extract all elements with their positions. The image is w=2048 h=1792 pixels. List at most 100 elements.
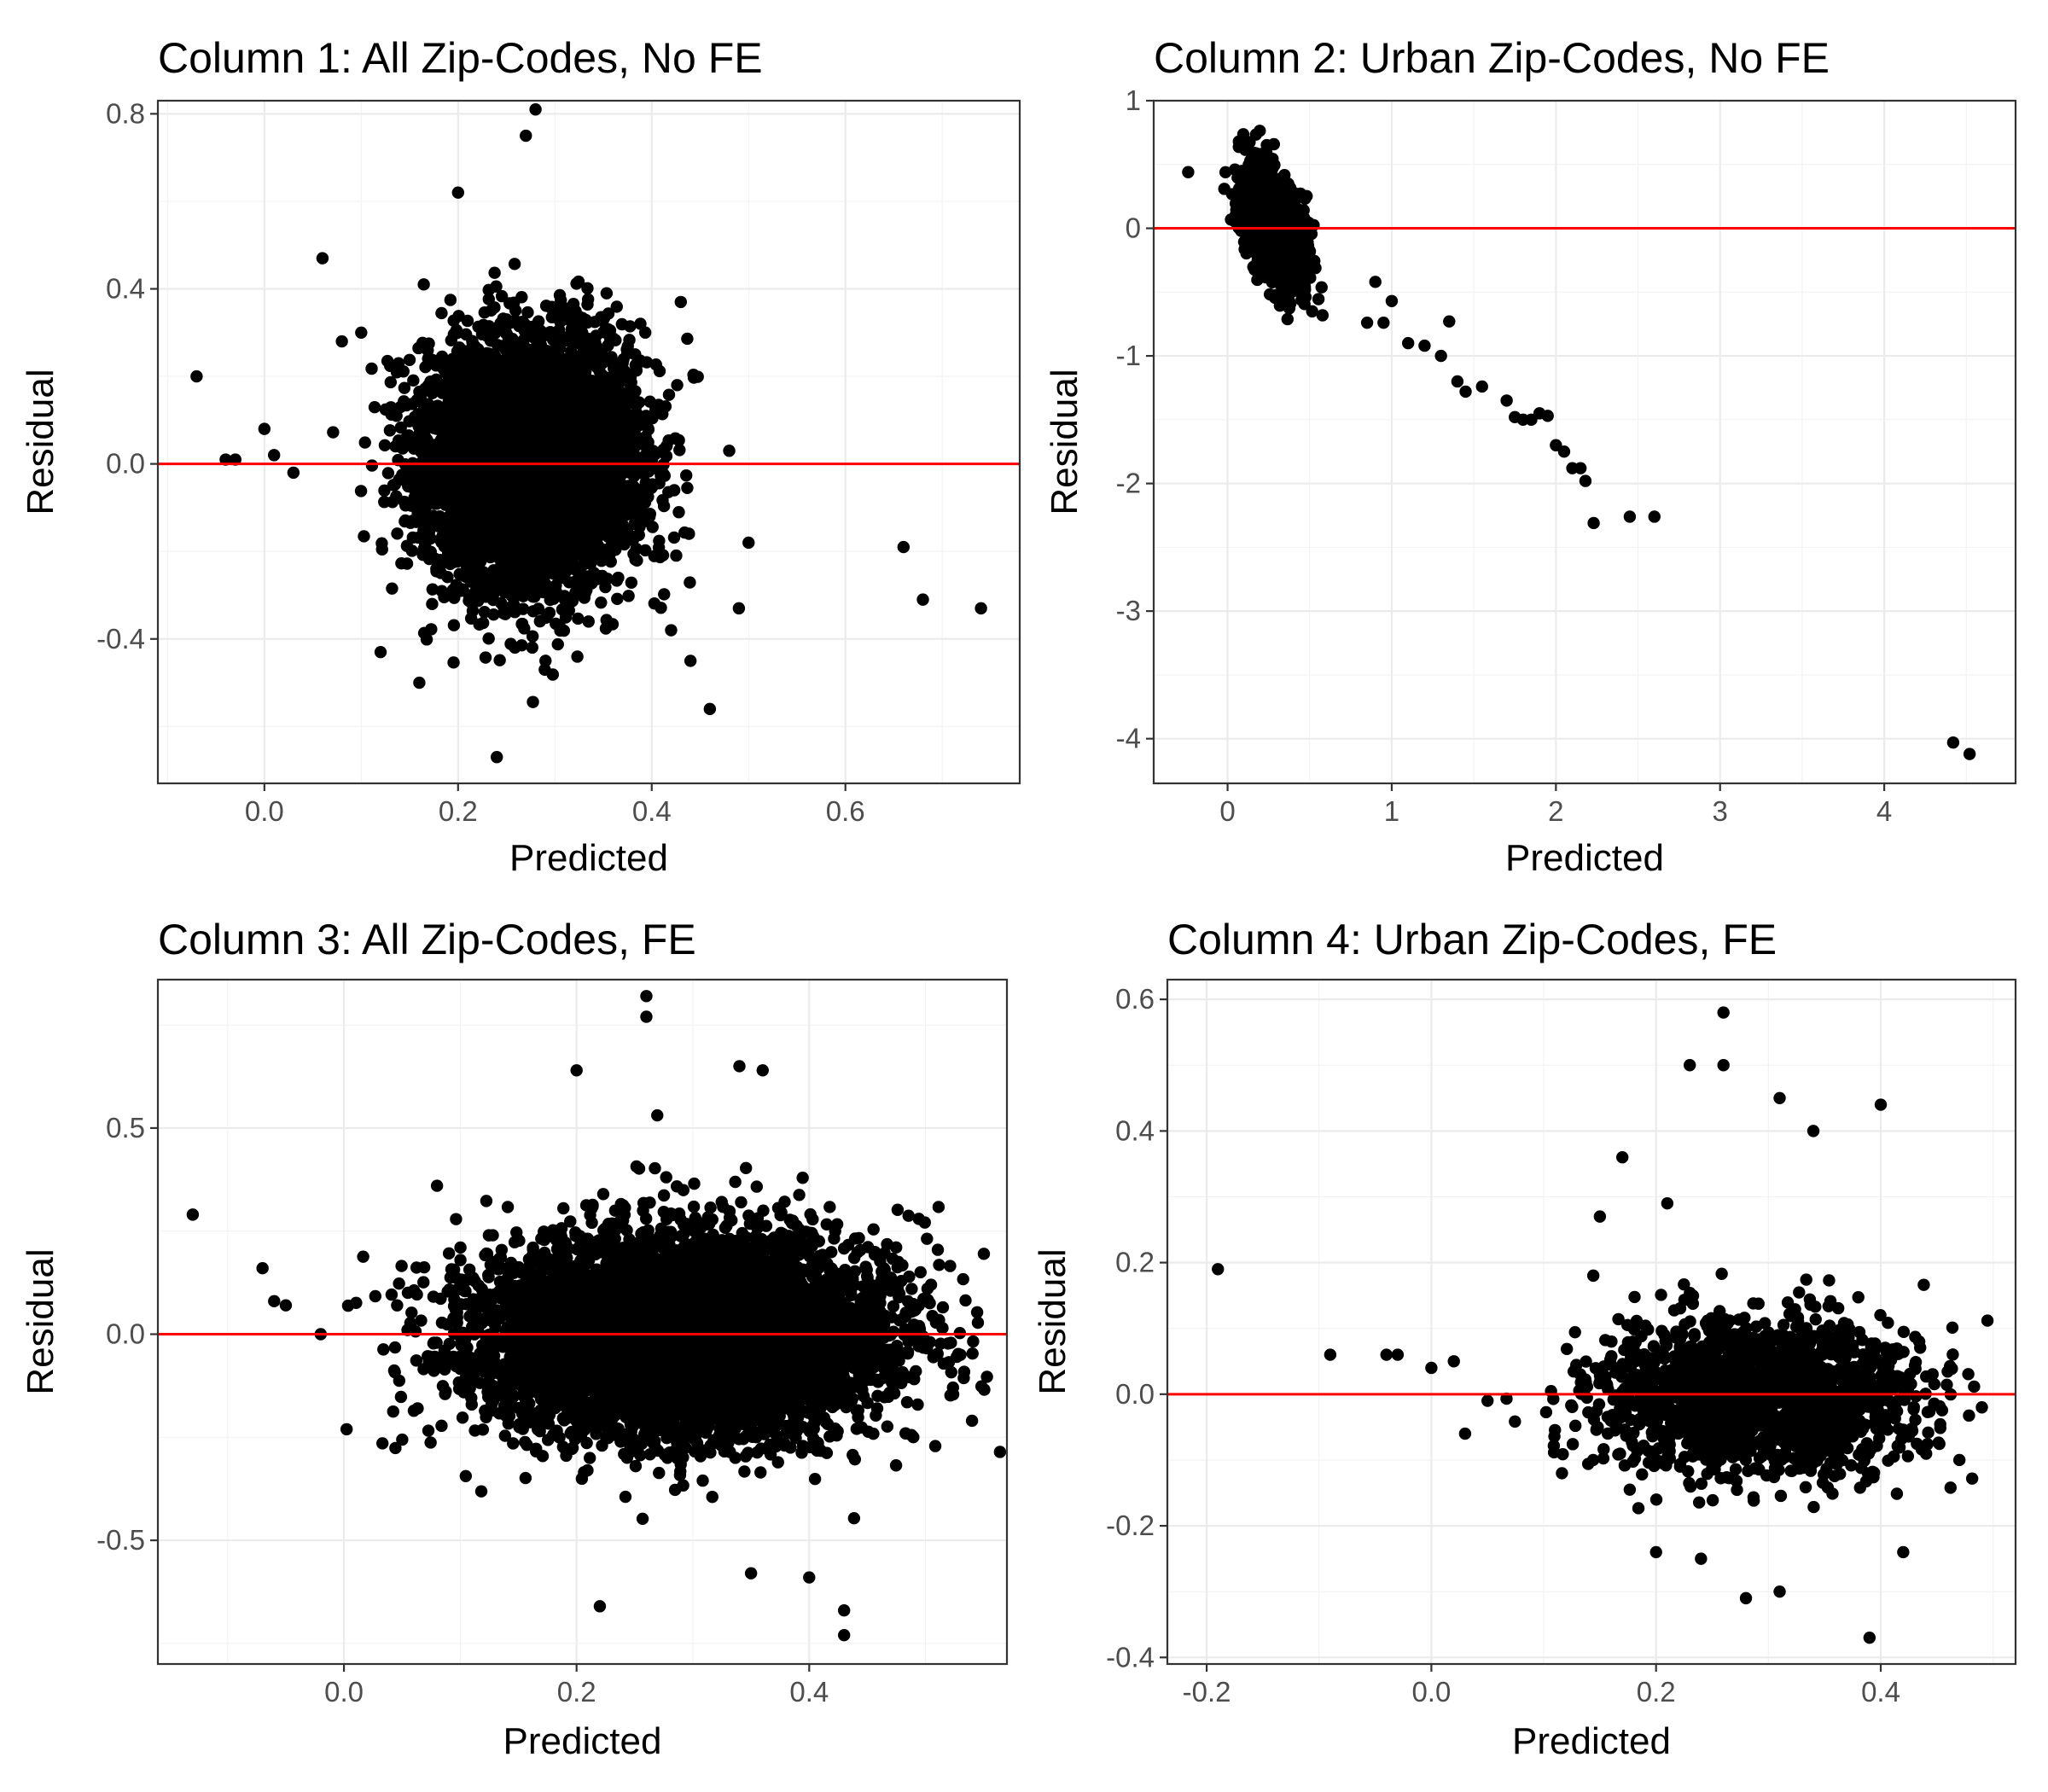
data-point: [681, 481, 694, 494]
data-point: [551, 514, 564, 527]
data-point: [585, 577, 598, 590]
data-point: [557, 624, 571, 637]
data-point: [550, 558, 564, 571]
data-point: [549, 381, 561, 395]
data-point: [436, 382, 450, 396]
data-point: [517, 590, 530, 602]
data-point: [683, 527, 695, 540]
data-point: [412, 341, 425, 355]
data-point: [383, 424, 397, 437]
data-point: [614, 480, 626, 493]
data-point: [467, 544, 480, 556]
data-point: [403, 353, 416, 366]
data-point: [679, 468, 693, 482]
data-point: [417, 278, 430, 291]
data-point: [658, 588, 671, 601]
data-point: [327, 426, 340, 439]
data-point: [672, 506, 685, 519]
data-point: [368, 401, 381, 414]
data-point: [522, 327, 535, 340]
data-point: [447, 619, 461, 631]
data-point: [502, 335, 515, 347]
data-point: [581, 282, 594, 295]
data-point: [416, 398, 429, 410]
data-point: [365, 362, 378, 375]
data-point: [525, 556, 538, 570]
data-point: [508, 258, 521, 271]
data-point: [428, 442, 441, 455]
data-point: [452, 310, 465, 323]
data-point: [442, 439, 455, 451]
data-point: [490, 567, 503, 579]
data-point: [533, 342, 546, 355]
data-point: [575, 575, 588, 589]
data-point: [546, 668, 560, 681]
data-point: [398, 495, 411, 509]
data-point: [581, 293, 595, 306]
data-point: [378, 484, 391, 497]
data-point: [461, 514, 474, 527]
data-point: [607, 332, 620, 345]
data-point: [627, 480, 640, 493]
data-point: [422, 337, 435, 350]
data-point: [646, 521, 659, 533]
data-point: [358, 436, 371, 449]
data-point: [646, 411, 659, 425]
data-point: [507, 597, 521, 611]
data-point: [384, 375, 398, 389]
data-point: [517, 340, 530, 354]
data-point: [435, 306, 448, 320]
data-point: [579, 587, 591, 600]
data-point: [389, 439, 402, 453]
data-point: [570, 277, 583, 290]
data-point: [570, 333, 583, 346]
data-point: [625, 576, 638, 589]
data-point: [653, 364, 666, 378]
data-point: [488, 327, 502, 340]
data-point: [438, 364, 451, 377]
data-point: [515, 383, 528, 396]
data-point: [597, 326, 610, 339]
data-point: [515, 291, 528, 304]
data-point: [539, 655, 552, 667]
data-point: [582, 615, 595, 628]
data-point: [407, 374, 420, 387]
data-point: [687, 368, 700, 381]
data-point: [609, 415, 622, 428]
data-point: [464, 575, 478, 588]
data-point: [442, 426, 455, 439]
data-point: [394, 421, 407, 434]
data-point: [532, 315, 545, 328]
data-point: [599, 580, 612, 594]
data-point: [550, 617, 562, 631]
data-point: [497, 607, 510, 620]
data-point: [670, 549, 683, 562]
data-point: [551, 637, 564, 651]
data-point: [378, 439, 392, 451]
data-point: [553, 288, 567, 302]
data-point: [615, 535, 628, 548]
data-point: [662, 388, 676, 401]
data-point: [391, 527, 404, 540]
data-point: [669, 432, 682, 445]
data-point: [532, 602, 545, 615]
data-point: [681, 332, 694, 346]
data-point: [394, 400, 407, 414]
data-point: [408, 463, 422, 475]
data-point: [539, 300, 553, 312]
data-point: [604, 555, 617, 568]
data-point: [642, 423, 655, 436]
data-point: [477, 318, 490, 332]
data-point: [516, 315, 529, 329]
data-point: [482, 632, 495, 645]
data-point: [515, 639, 528, 652]
data-point: [595, 596, 608, 609]
data-point: [423, 523, 436, 537]
data-point: [428, 512, 440, 525]
data-point: [567, 297, 580, 311]
data-point: [671, 379, 684, 392]
data-point: [617, 508, 630, 521]
data-point: [493, 654, 506, 666]
data-point: [403, 415, 416, 428]
data-point: [536, 585, 549, 598]
